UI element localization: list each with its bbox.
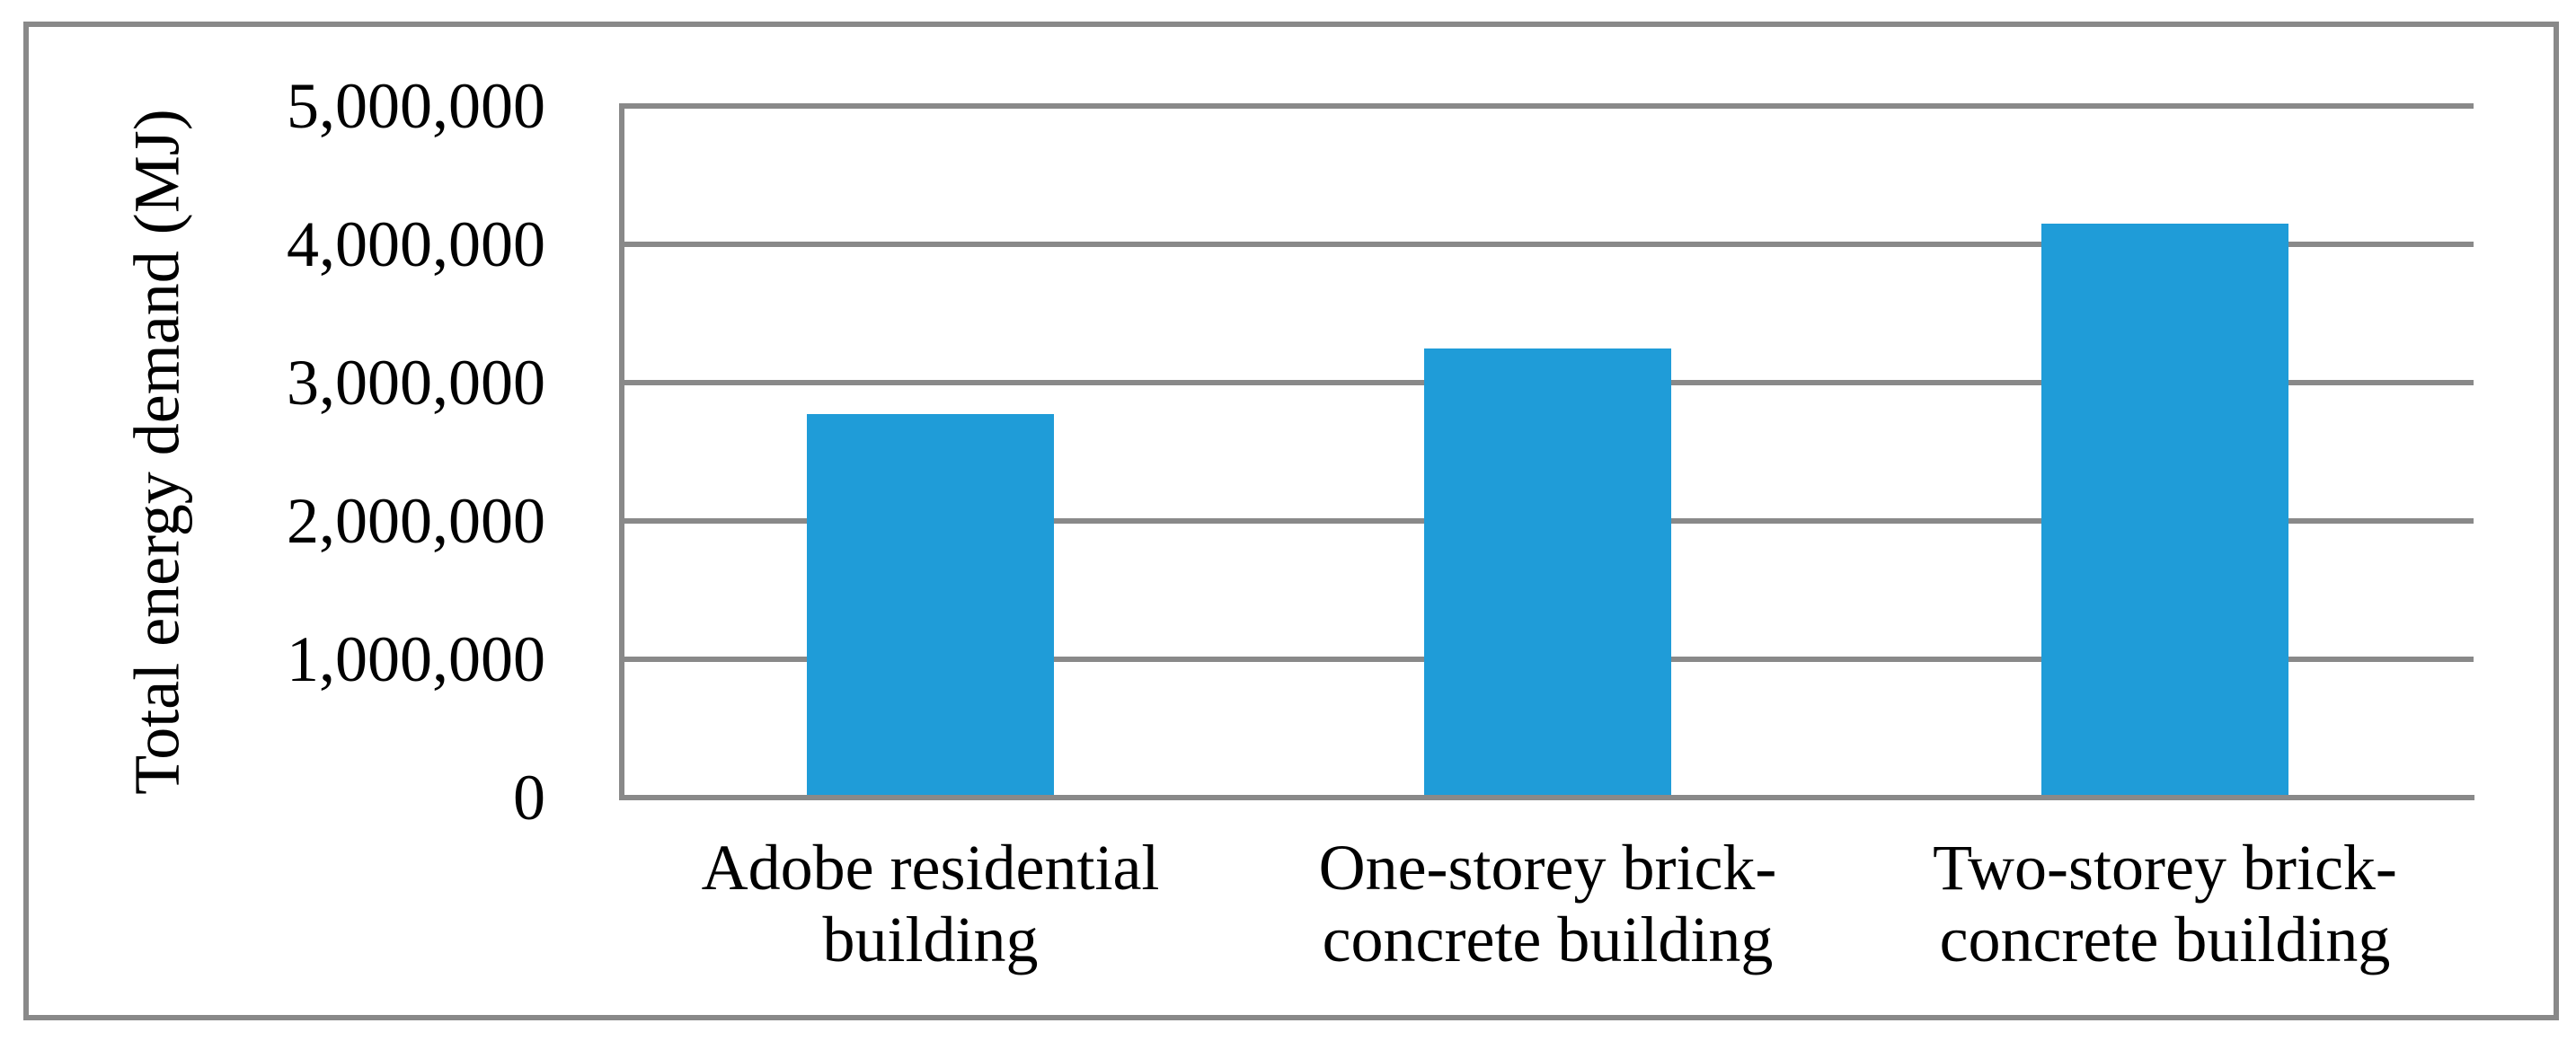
category-label: Adobe residential building (701, 832, 1160, 975)
bar-3 (2041, 223, 2288, 798)
y-axis-line (619, 103, 624, 800)
y-tick-label: 1,000,000 (287, 623, 545, 695)
y-tick-label: 0 (513, 762, 545, 834)
category-label: Two-storey brick-concrete building (1933, 832, 2397, 975)
y-tick-label: 5,000,000 (287, 70, 545, 142)
gridline (622, 242, 2474, 247)
bar-1 (807, 414, 1054, 798)
y-tick-label: 2,000,000 (287, 485, 545, 557)
category-label: One-storey brick-concrete building (1318, 832, 1777, 975)
plot-area (622, 103, 2474, 798)
y-tick-label: 4,000,000 (287, 208, 545, 280)
bar-2 (1424, 348, 1671, 798)
y-tick-label: 3,000,000 (287, 347, 545, 419)
gridline (622, 103, 2474, 109)
x-axis-line (619, 795, 2474, 800)
